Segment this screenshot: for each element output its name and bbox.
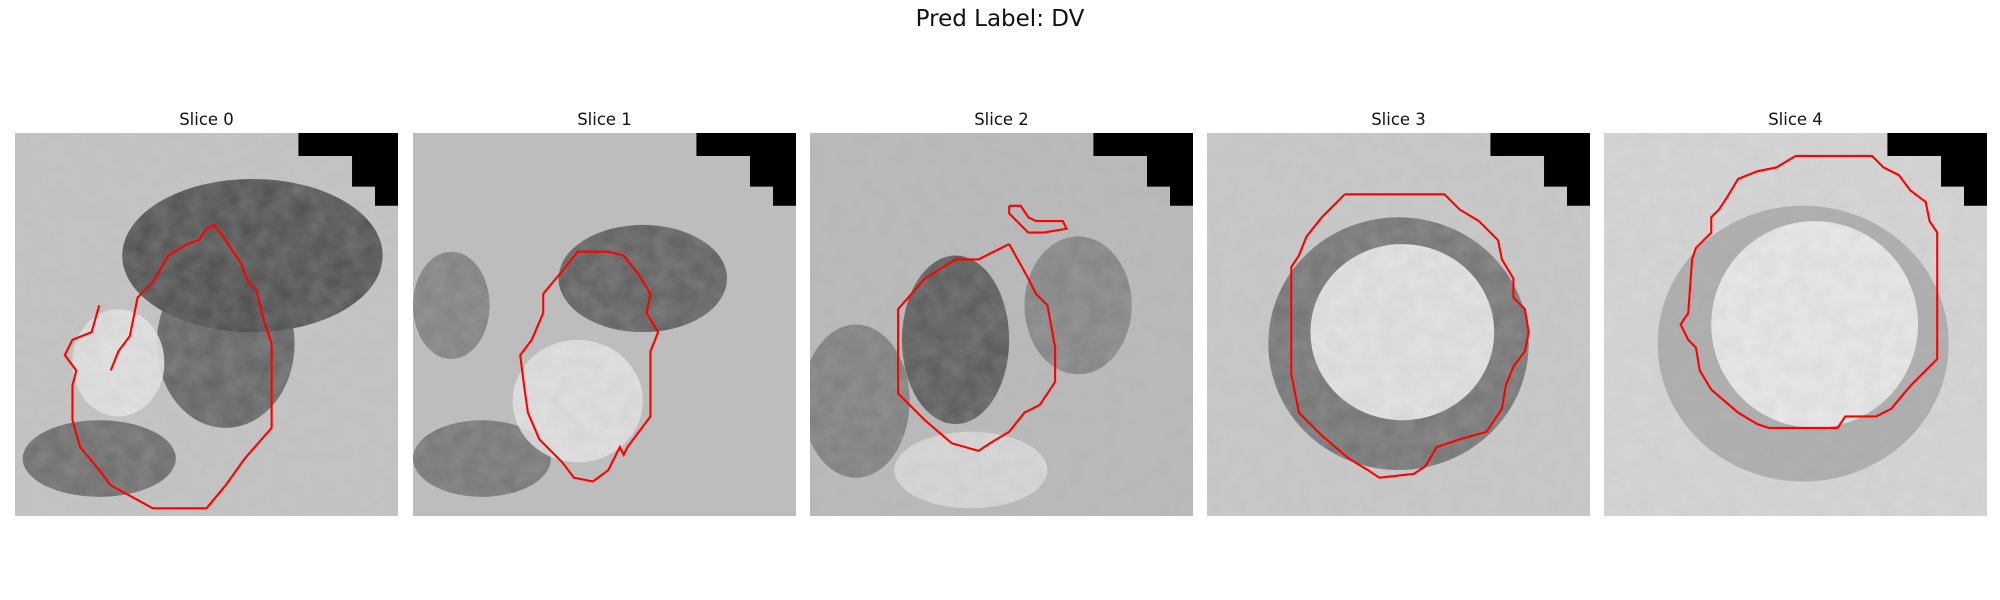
slice-title: Slice 0 xyxy=(179,110,234,129)
mask-region xyxy=(1490,133,1590,206)
mask-region xyxy=(1887,133,1987,206)
slice-panel-2: Slice 2 xyxy=(810,106,1193,516)
slice-title: Slice 4 xyxy=(1768,110,1823,129)
prediction-contour xyxy=(63,223,273,510)
slice-title: Slice 3 xyxy=(1371,110,1426,129)
slice-image xyxy=(1604,133,1987,516)
prediction-contour xyxy=(1008,204,1069,234)
slice-image xyxy=(15,133,398,516)
slice-image xyxy=(413,133,796,516)
slice-panel-0: Slice 0 xyxy=(15,106,398,516)
slice-title: Slice 2 xyxy=(974,110,1029,129)
slice-panel-1: Slice 1 xyxy=(413,106,796,516)
prediction-contour xyxy=(519,250,660,483)
slice-image xyxy=(1207,133,1590,516)
mask-region xyxy=(696,133,796,206)
slice-image xyxy=(810,133,1193,516)
slice-panel-3: Slice 3 xyxy=(1207,106,1590,516)
prediction-contour xyxy=(897,243,1057,453)
figure-title: Pred Label: DV xyxy=(915,6,1085,32)
slice-title: Slice 1 xyxy=(577,110,632,129)
mask-region xyxy=(1093,133,1193,206)
slice-panel-4: Slice 4 xyxy=(1604,106,1987,516)
mask-region xyxy=(298,133,398,206)
prediction-contour xyxy=(1290,193,1530,479)
prediction-contour xyxy=(1679,154,1939,429)
